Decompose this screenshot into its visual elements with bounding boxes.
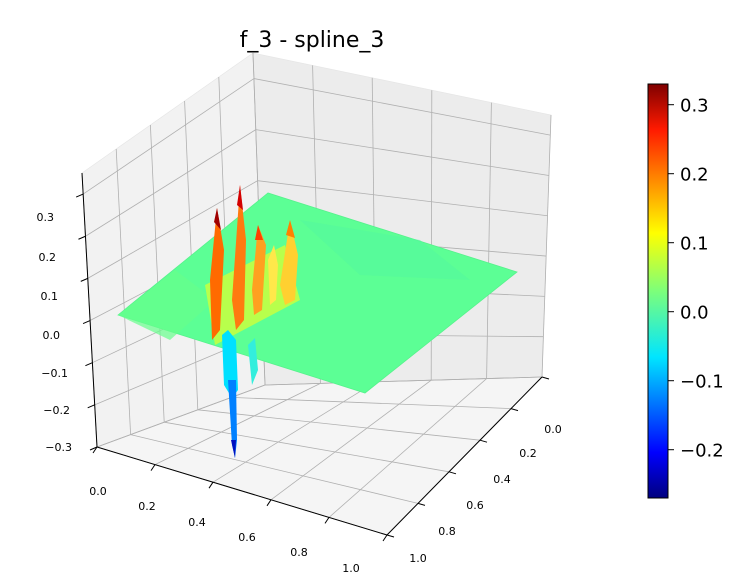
colorbar-tick-label: −0.1: [680, 372, 724, 393]
colorbar-gradient: [647, 83, 669, 499]
x-tick-label: 0.4: [188, 516, 206, 529]
trough-secondary: [248, 338, 258, 385]
grid-line: [130, 434, 419, 504]
grid-line: [257, 180, 548, 217]
ripple-peak-2: [232, 185, 246, 330]
surface-plot: [117, 185, 518, 458]
ripple-peak-3: [252, 225, 266, 315]
tick-mark: [386, 534, 395, 538]
grid-line: [541, 114, 552, 378]
grid-line: [115, 148, 131, 435]
grid-line: [154, 383, 321, 465]
ripple-peak-3-top: [255, 225, 263, 240]
tick-mark: [78, 235, 86, 240]
ripple-peak-1-top: [214, 208, 221, 230]
y-tick-label: 0.6: [466, 499, 484, 512]
z-tick-label: −0.1: [41, 367, 68, 380]
grid-line: [253, 78, 551, 136]
y-tick-label: 0.8: [438, 525, 456, 538]
tick-mark: [89, 446, 98, 451]
grid-line: [85, 129, 256, 237]
colorbar: −0.2 −0.1 0.0 0.1 0.2 0.3: [647, 83, 724, 499]
tick-mark: [479, 439, 488, 443]
grid-line: [328, 378, 487, 518]
grid-line: [150, 124, 165, 423]
tick-mark: [382, 534, 388, 542]
ripple-peak-1: [210, 208, 224, 340]
z-axis-line: [81, 172, 98, 448]
colorbar-tick-label: 0.3: [680, 96, 709, 117]
y-tick-label: 1.0: [409, 552, 427, 565]
grid-line: [231, 397, 512, 409]
colorbar-tick-label: 0.2: [680, 165, 709, 186]
grid-line: [255, 129, 549, 176]
tick-mark: [208, 481, 214, 489]
tick-mark: [82, 320, 91, 324]
tick-mark: [85, 362, 93, 367]
y-tick-label: 0.2: [519, 447, 537, 460]
z-tick-label: 0.2: [39, 251, 57, 264]
z-tick-labels: −0.3 −0.2 −0.1 0.0 0.1 0.2 0.3: [37, 211, 73, 454]
tick-mark: [150, 464, 156, 471]
trough-bottom: [231, 440, 236, 458]
tick-mark: [266, 499, 272, 507]
tick-mark: [448, 471, 457, 475]
ripple-peak-2-top: [237, 185, 243, 210]
grid-line: [486, 102, 492, 379]
grid-line: [87, 180, 258, 279]
y-axis-line: [386, 376, 543, 536]
axis-lines: [81, 172, 543, 536]
grid-line: [82, 78, 255, 195]
tick-mark: [87, 404, 95, 409]
z-tick-label: −0.2: [43, 404, 70, 417]
tick-mark: [324, 517, 330, 524]
chart-title: f_3 - spline_3: [240, 28, 385, 53]
ripple-peak-4: [280, 220, 298, 305]
colorbar-tick-label: 0.1: [680, 234, 709, 255]
grid-line: [264, 376, 543, 386]
x-tick-label: 0.0: [89, 485, 107, 498]
grid-line: [164, 421, 450, 473]
x-tick-labels: 0.0 0.2 0.4 0.6 0.8 1.0: [89, 485, 360, 575]
y-tick-label: 0.0: [544, 423, 562, 436]
x-tick-label: 0.2: [138, 500, 156, 513]
surface-shade-left: [118, 270, 215, 340]
ripple-region: [205, 185, 300, 458]
x-tick-label: 0.6: [238, 531, 256, 544]
y-tick-label: 0.4: [493, 473, 511, 486]
tick-mark: [92, 446, 98, 454]
tick-mark: [417, 502, 426, 506]
x-tick-label: 0.8: [290, 546, 308, 559]
ripple-peak-4-top: [286, 220, 295, 238]
colorbar-tick-label: 0.0: [680, 303, 709, 324]
tick-mark: [80, 277, 88, 282]
grid-line: [96, 384, 266, 448]
z-tick-label: 0.0: [43, 329, 61, 342]
tick-marks: [75, 193, 550, 542]
surface-shade-back: [300, 220, 470, 280]
grid-line: [212, 381, 377, 483]
colorbar-ticks: −0.2 −0.1 0.0 0.1 0.2 0.3: [668, 96, 724, 462]
trough-lower: [228, 380, 237, 458]
tick-mark: [510, 408, 519, 412]
tick-mark: [541, 376, 550, 380]
ripple-peak-5: [268, 245, 278, 305]
grid-line: [197, 409, 481, 441]
z-tick-label: −0.3: [45, 441, 72, 454]
colorbar-tick-label: −0.2: [680, 441, 724, 462]
tick-mark: [75, 193, 84, 198]
y-tick-labels: 0.0 0.2 0.4 0.6 0.8 1.0: [409, 423, 562, 565]
grid-line: [270, 379, 432, 501]
x-tick-label: 1.0: [342, 562, 360, 575]
z-tick-label: 0.1: [41, 290, 59, 303]
z-tick-label: 0.3: [37, 211, 55, 224]
x-axis-line: [96, 446, 388, 536]
